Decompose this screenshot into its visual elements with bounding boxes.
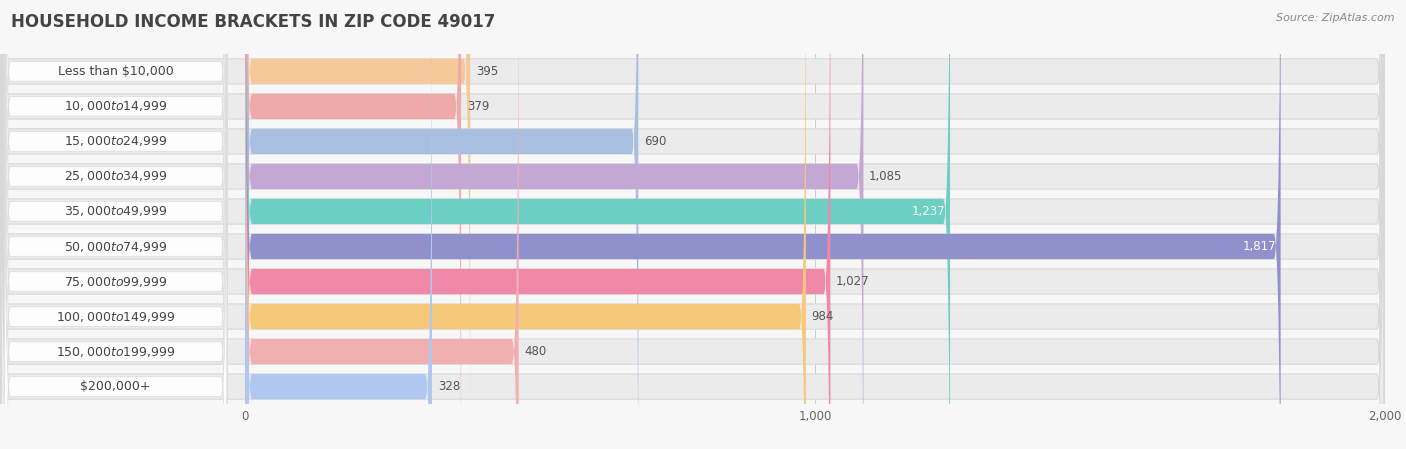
FancyBboxPatch shape xyxy=(245,0,806,449)
Text: $50,000 to $74,999: $50,000 to $74,999 xyxy=(63,239,167,254)
Text: Source: ZipAtlas.com: Source: ZipAtlas.com xyxy=(1277,13,1395,23)
FancyBboxPatch shape xyxy=(4,0,226,449)
Text: $150,000 to $199,999: $150,000 to $199,999 xyxy=(56,344,176,359)
FancyBboxPatch shape xyxy=(245,0,470,449)
Text: HOUSEHOLD INCOME BRACKETS IN ZIP CODE 49017: HOUSEHOLD INCOME BRACKETS IN ZIP CODE 49… xyxy=(11,13,496,31)
Text: Less than $10,000: Less than $10,000 xyxy=(58,65,173,78)
FancyBboxPatch shape xyxy=(4,0,226,449)
FancyBboxPatch shape xyxy=(245,0,432,449)
Text: 1,817: 1,817 xyxy=(1243,240,1277,253)
Text: $100,000 to $149,999: $100,000 to $149,999 xyxy=(56,309,176,324)
Text: $200,000+: $200,000+ xyxy=(80,380,150,393)
FancyBboxPatch shape xyxy=(4,46,226,449)
FancyBboxPatch shape xyxy=(4,0,226,449)
FancyBboxPatch shape xyxy=(245,0,1281,449)
Text: 690: 690 xyxy=(644,135,666,148)
Text: 379: 379 xyxy=(467,100,489,113)
FancyBboxPatch shape xyxy=(4,0,226,449)
Text: $15,000 to $24,999: $15,000 to $24,999 xyxy=(63,134,167,149)
Text: 984: 984 xyxy=(811,310,834,323)
FancyBboxPatch shape xyxy=(4,11,226,449)
Text: 328: 328 xyxy=(437,380,460,393)
Text: 480: 480 xyxy=(524,345,547,358)
Text: 1,027: 1,027 xyxy=(837,275,870,288)
FancyBboxPatch shape xyxy=(245,0,950,449)
Text: $35,000 to $49,999: $35,000 to $49,999 xyxy=(63,204,167,219)
FancyBboxPatch shape xyxy=(4,0,226,449)
FancyBboxPatch shape xyxy=(4,0,226,447)
FancyBboxPatch shape xyxy=(245,0,638,449)
Text: $75,000 to $99,999: $75,000 to $99,999 xyxy=(63,274,167,289)
Text: 1,237: 1,237 xyxy=(912,205,945,218)
Text: $10,000 to $14,999: $10,000 to $14,999 xyxy=(63,99,167,114)
FancyBboxPatch shape xyxy=(245,0,863,449)
FancyBboxPatch shape xyxy=(245,0,461,449)
Text: $25,000 to $34,999: $25,000 to $34,999 xyxy=(63,169,167,184)
FancyBboxPatch shape xyxy=(4,0,226,412)
Text: 395: 395 xyxy=(475,65,498,78)
FancyBboxPatch shape xyxy=(245,0,519,449)
Text: 1,085: 1,085 xyxy=(869,170,903,183)
FancyBboxPatch shape xyxy=(245,0,831,449)
FancyBboxPatch shape xyxy=(4,0,226,449)
